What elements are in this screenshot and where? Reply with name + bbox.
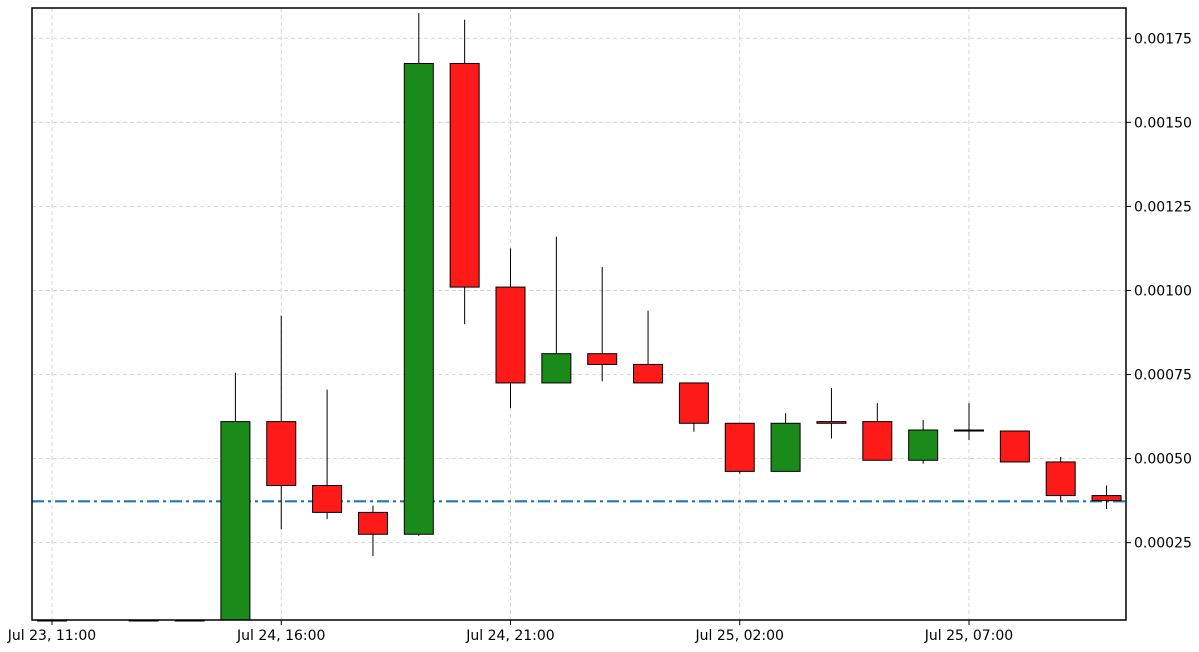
candle <box>678 382 709 432</box>
candle <box>1045 456 1076 501</box>
candle <box>724 422 755 474</box>
candle <box>770 413 801 472</box>
candle-body <box>770 422 801 472</box>
y-tick-label: 0.00100 <box>1134 283 1192 299</box>
candle <box>266 315 297 530</box>
y-tick-label: 0.00050 <box>1134 452 1192 468</box>
candle-body <box>724 422 755 472</box>
y-tick-label: 0.00025 <box>1134 536 1192 552</box>
candle-body <box>633 363 664 384</box>
candle-body <box>266 421 297 486</box>
y-axis: 0.00025 0.00050 0.00075 0.00100 0.00125 0.001… <box>1126 31 1192 552</box>
candle <box>862 403 893 461</box>
y-tick-label: 0.00175 <box>1134 31 1192 47</box>
candles <box>37 13 1122 622</box>
x-tick-label: Jul 24, 21:00 <box>465 628 554 644</box>
y-tick-label: 0.00075 <box>1134 368 1192 384</box>
candle <box>449 19 480 325</box>
y-tick-label: 0.00125 <box>1134 199 1192 215</box>
candle <box>954 403 984 441</box>
candle <box>403 13 434 536</box>
candle-body <box>357 511 388 535</box>
candle-body <box>403 62 434 535</box>
grid <box>32 8 1126 620</box>
candle-body <box>220 421 251 621</box>
candle-body <box>1045 461 1076 497</box>
candle <box>999 430 1030 463</box>
x-tick-label: Jul 25, 07:00 <box>924 628 1013 644</box>
x-tick-label: Jul 23, 11:00 <box>7 628 96 644</box>
x-tick-label: Jul 25, 02:00 <box>695 628 784 644</box>
candle-body <box>999 430 1030 463</box>
candle-body <box>954 429 984 432</box>
candle-body <box>541 353 572 384</box>
candle-body <box>678 382 709 424</box>
candle-body <box>312 484 343 513</box>
candle-body <box>587 353 618 365</box>
plot-frame <box>31 7 1127 621</box>
candle-body <box>816 421 847 424</box>
candle <box>587 266 618 382</box>
candle <box>1091 485 1122 510</box>
candle <box>357 505 388 557</box>
candle-body <box>862 421 893 461</box>
candle <box>816 387 847 439</box>
candle-body <box>1091 495 1122 502</box>
candle <box>312 389 343 520</box>
x-axis: Jul 23, 11:00 Jul 24, 16:00 Jul 24, 21:00 J… <box>7 620 1013 644</box>
candle <box>541 236 572 384</box>
y-tick-label: 0.00150 <box>1134 115 1192 131</box>
candle-body <box>449 62 480 288</box>
candle-body <box>908 429 939 461</box>
candle <box>908 419 939 464</box>
candle <box>633 310 664 384</box>
x-tick-label: Jul 24, 16:00 <box>236 628 325 644</box>
candle-body <box>495 286 526 384</box>
candle <box>220 372 251 621</box>
candle <box>495 248 526 409</box>
